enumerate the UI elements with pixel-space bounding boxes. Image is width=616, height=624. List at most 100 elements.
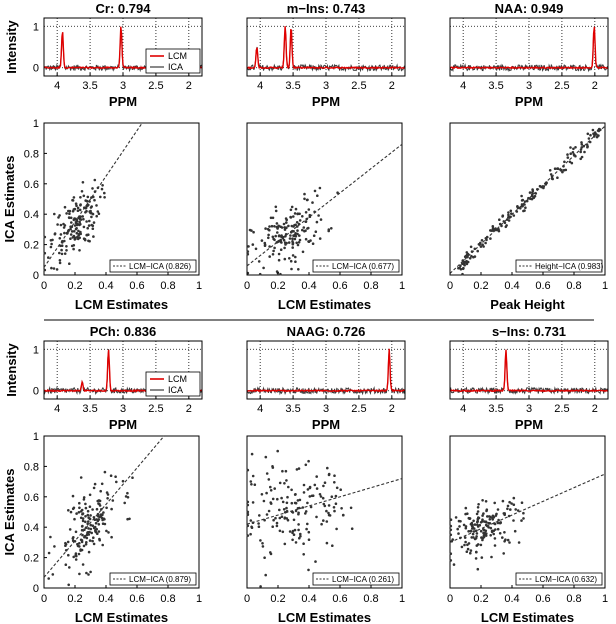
data-point bbox=[509, 209, 513, 213]
y-tick-label: 0.4 bbox=[24, 209, 39, 221]
data-point bbox=[68, 262, 71, 266]
data-point bbox=[476, 249, 480, 253]
data-point bbox=[261, 542, 264, 545]
data-point bbox=[311, 494, 315, 498]
x-tick-label: 3 bbox=[526, 80, 532, 92]
data-point bbox=[480, 556, 484, 559]
data-point bbox=[262, 266, 265, 270]
data-point bbox=[76, 209, 80, 212]
legend-lcm-label: LCM bbox=[168, 51, 187, 61]
data-point bbox=[282, 222, 286, 226]
data-point bbox=[91, 187, 94, 190]
data-point bbox=[591, 128, 595, 132]
legend-fit-label: LCM−ICA (0.826) bbox=[129, 262, 191, 271]
data-point bbox=[103, 518, 106, 521]
data-point bbox=[251, 243, 255, 246]
data-point bbox=[496, 527, 500, 531]
data-point bbox=[278, 516, 282, 520]
data-point bbox=[498, 218, 501, 221]
data-point bbox=[283, 226, 287, 229]
data-point bbox=[78, 249, 81, 252]
x-tick-label: 2 bbox=[186, 80, 192, 92]
data-point bbox=[580, 141, 583, 144]
data-point bbox=[79, 510, 83, 513]
data-point bbox=[84, 520, 87, 524]
data-point bbox=[556, 176, 559, 179]
data-point bbox=[260, 493, 264, 496]
data-point bbox=[50, 242, 53, 246]
x-tick-label: 4 bbox=[257, 403, 263, 415]
data-point bbox=[126, 491, 129, 495]
data-point bbox=[294, 501, 298, 505]
data-point bbox=[502, 552, 506, 555]
data-point bbox=[283, 246, 286, 250]
data-point bbox=[262, 499, 266, 503]
data-point bbox=[95, 518, 98, 521]
data-point bbox=[87, 573, 90, 576]
data-point bbox=[58, 237, 62, 240]
scatter-panel-scat_sins: 0 0.2 0.4 0.6 0.8 1 LCM Estimates LCM−ICA (0.63… bbox=[447, 435, 608, 624]
data-point bbox=[290, 267, 293, 271]
x-tick-label: 3.5 bbox=[488, 80, 503, 92]
data-point bbox=[103, 196, 106, 199]
data-point bbox=[475, 550, 478, 554]
data-point bbox=[335, 527, 338, 531]
data-point bbox=[332, 506, 336, 509]
data-point bbox=[269, 485, 272, 489]
data-point bbox=[74, 558, 78, 561]
data-point bbox=[454, 516, 458, 519]
legend-box bbox=[312, 572, 400, 586]
data-point bbox=[570, 161, 574, 165]
data-point bbox=[251, 501, 255, 504]
data-point bbox=[79, 548, 82, 551]
data-point bbox=[457, 532, 460, 535]
data-point bbox=[247, 245, 250, 248]
data-point bbox=[88, 517, 92, 520]
data-point bbox=[73, 517, 76, 521]
data-point bbox=[86, 522, 89, 526]
data-point bbox=[269, 489, 273, 492]
data-point bbox=[93, 198, 96, 202]
panel-title: NAAG: 0.726 bbox=[287, 324, 366, 339]
data-point bbox=[461, 262, 464, 266]
data-point bbox=[110, 507, 113, 511]
data-point bbox=[277, 252, 281, 256]
spectrum-panel-spec_naag: 4 3.5 3 2.5 2 NAAG: 0.726 PPM bbox=[246, 324, 406, 432]
data-point bbox=[350, 527, 354, 530]
data-point bbox=[274, 516, 277, 520]
data-point bbox=[507, 211, 510, 214]
data-point bbox=[294, 234, 298, 238]
data-point bbox=[269, 502, 273, 505]
data-point bbox=[62, 226, 66, 229]
data-point bbox=[292, 225, 295, 228]
data-point bbox=[75, 223, 79, 227]
data-point bbox=[59, 233, 63, 236]
x-tick-label: 1 bbox=[196, 593, 202, 605]
data-point bbox=[503, 531, 506, 534]
data-point bbox=[82, 194, 86, 198]
data-point bbox=[498, 532, 502, 535]
data-point bbox=[246, 513, 250, 516]
data-point bbox=[72, 244, 76, 247]
data-point bbox=[271, 497, 275, 501]
data-point bbox=[67, 216, 71, 219]
data-point bbox=[287, 224, 290, 228]
data-point bbox=[63, 231, 66, 235]
data-point bbox=[277, 234, 281, 238]
data-point bbox=[516, 206, 520, 210]
data-point bbox=[67, 509, 70, 512]
data-point bbox=[77, 511, 81, 514]
data-point bbox=[97, 499, 101, 502]
x-tick-label: 0.8 bbox=[566, 593, 581, 605]
data-point bbox=[318, 186, 322, 190]
data-point bbox=[95, 204, 98, 207]
data-point bbox=[589, 133, 592, 137]
data-point bbox=[290, 205, 294, 209]
data-point bbox=[505, 224, 508, 227]
data-point bbox=[84, 502, 87, 506]
data-point bbox=[260, 239, 264, 242]
data-point bbox=[491, 225, 495, 228]
data-point bbox=[293, 493, 297, 496]
data-point bbox=[295, 241, 299, 245]
data-point bbox=[105, 529, 108, 533]
